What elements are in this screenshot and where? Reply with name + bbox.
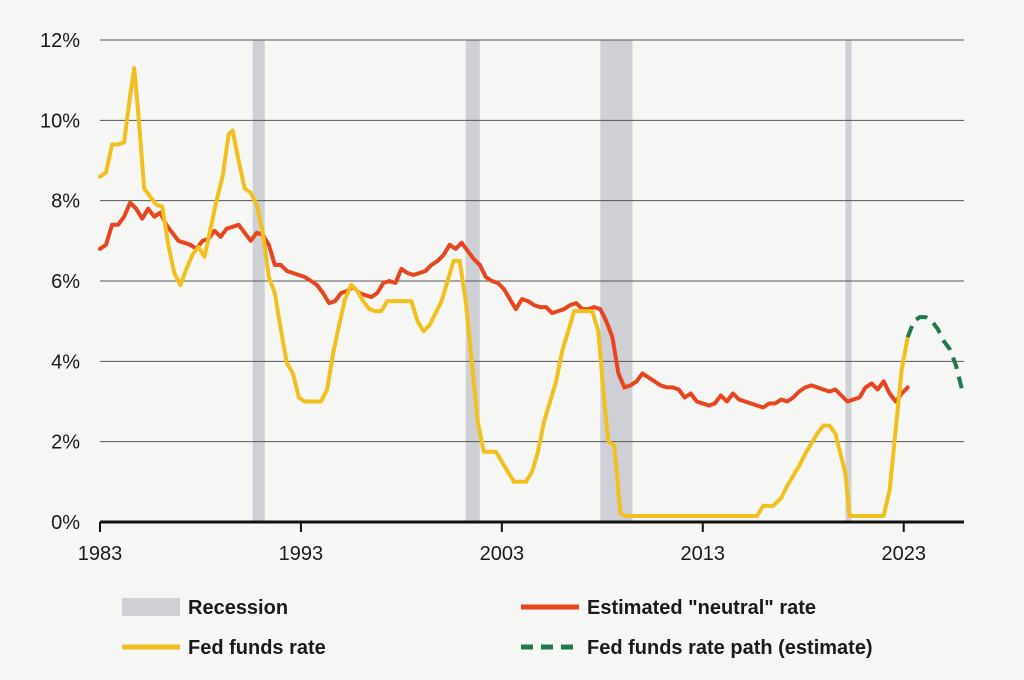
y-tick-label-2: 2%: [51, 432, 80, 454]
y-tick-label-12: 12%: [40, 30, 80, 52]
legend-label-fed-funds-path: Fed funds rate path (estimate): [587, 637, 873, 659]
x-tick-label-1993: 1993: [279, 543, 324, 565]
x-tick-label-2013: 2013: [681, 543, 726, 565]
series-line-estimated-neutral-rate: [98, 200, 910, 410]
legend-item-recession: Recession: [122, 597, 288, 619]
y-tick-label-0: 0%: [51, 512, 80, 534]
tick-labels: 0% 2% 4% 6% 8% 10% 12% 1983 1993 2003 2013 2023: [40, 30, 926, 565]
legend-item-neutral-rate: Estimated "neutral" rate: [521, 597, 816, 619]
legend-label-fed-funds-rate: Fed funds rate: [188, 637, 326, 659]
x-tick-label-2023: 2023: [881, 543, 926, 565]
legend: Recession Estimated "neutral" rate Fed f…: [122, 597, 873, 659]
series-lines: [98, 66, 964, 518]
y-tick-label-4: 4%: [51, 351, 80, 373]
y-tick-label-10: 10%: [40, 110, 80, 132]
y-tick-label-6: 6%: [51, 271, 80, 293]
legend-item-fed-funds-path: Fed funds rate path (estimate): [521, 637, 873, 659]
x-tick-label-2003: 2003: [480, 543, 525, 565]
y-tick-label-8: 8%: [51, 191, 80, 213]
series-line-fed-funds-rate-path-estimate: [905, 315, 964, 390]
legend-label-neutral-rate: Estimated "neutral" rate: [587, 597, 816, 619]
legend-item-fed-funds-rate: Fed funds rate: [122, 637, 326, 659]
legend-swatch-recession: [122, 598, 180, 616]
gridlines: [100, 39, 964, 443]
x-tick-label-1983: 1983: [78, 543, 123, 565]
legend-label-recession: Recession: [188, 597, 288, 619]
series-line-fed-funds-rate: [98, 66, 910, 518]
